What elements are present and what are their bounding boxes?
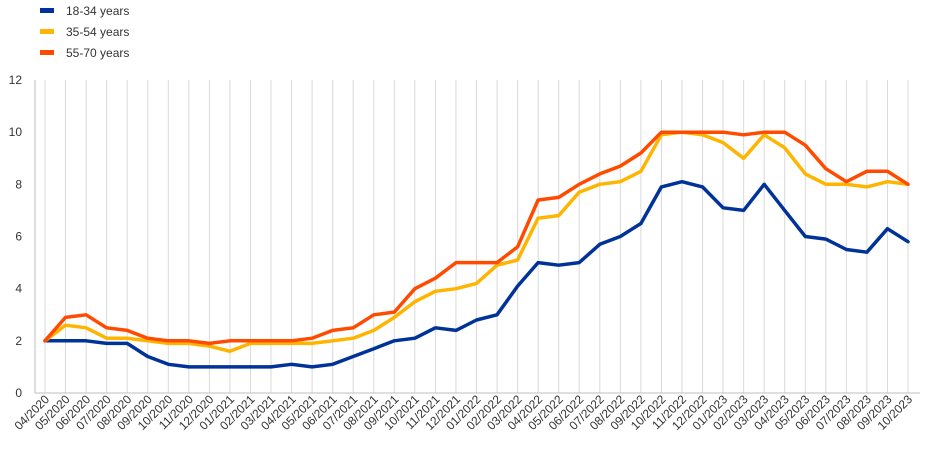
- legend-swatch-55-70: [40, 50, 54, 55]
- series-lines: [43, 130, 910, 369]
- y-tick-label: 10: [9, 125, 23, 139]
- legend-item-35-54: 35-54 years: [40, 21, 129, 42]
- legend-swatch-18-34: [40, 8, 54, 13]
- legend-label-35-54: 35-54 years: [66, 24, 130, 39]
- y-tick-label: 12: [9, 73, 23, 87]
- chart-axes: [34, 80, 920, 394]
- legend-label-55-70: 55-70 years: [66, 45, 130, 60]
- series-line-18-34-years: [43, 179, 910, 369]
- legend-item-55-70: 55-70 years: [40, 42, 129, 63]
- legend-label-18-34: 18-34 years: [66, 3, 130, 18]
- series-line-55-70-years: [43, 130, 910, 346]
- legend-item-18-34: 18-34 years: [40, 0, 129, 21]
- y-tick-label: 2: [15, 334, 22, 348]
- legend: 18-34 years 35-54 years 55-70 years: [40, 0, 129, 63]
- x-axis-tick-labels: 04/202005/202006/202007/202008/202009/20…: [12, 392, 916, 433]
- series-line-35-54-years: [43, 130, 910, 354]
- y-tick-label: 0: [15, 386, 22, 400]
- y-axis-tick-labels: 0 2 4 6 8 10 12: [9, 73, 23, 400]
- vertical-gridlines: [44, 80, 909, 393]
- y-tick-label: 8: [15, 177, 22, 191]
- legend-swatch-35-54: [40, 29, 54, 34]
- y-tick-label: 4: [15, 282, 22, 296]
- y-tick-label: 6: [15, 230, 22, 244]
